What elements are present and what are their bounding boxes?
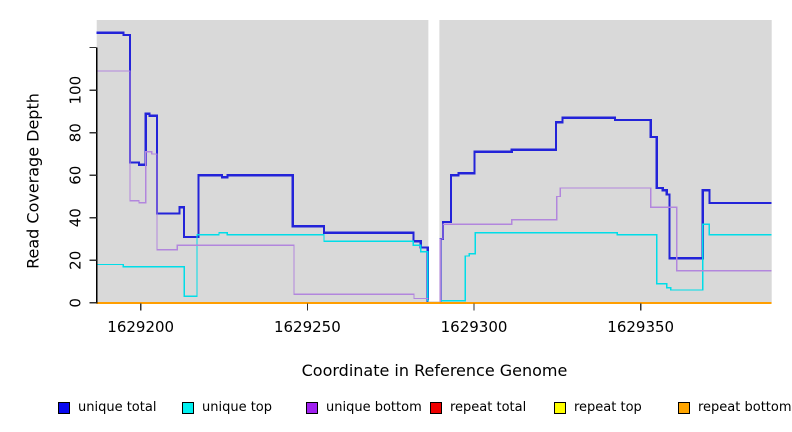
y-tick-label: 40 — [67, 208, 85, 227]
x-tick-label: 1629350 — [607, 318, 674, 336]
y-axis-title: Read Coverage Depth — [23, 93, 43, 269]
legend: unique total unique top unique bottom repea… — [0, 399, 792, 421]
series-unique-total — [439, 116, 772, 302]
x-tick-label: 1629200 — [107, 318, 174, 336]
legend-item-repeat-total: repeat total — [430, 401, 526, 415]
series-unique-bottom — [96, 70, 429, 300]
legend-label: unique bottom — [326, 400, 422, 415]
legend-swatch-unique-top — [182, 402, 194, 414]
y-tick-label: 20 — [67, 251, 85, 270]
legend-label: repeat bottom — [698, 400, 792, 415]
y-tick-label: 80 — [67, 123, 85, 142]
legend-label: repeat total — [450, 400, 527, 415]
legend-swatch-repeat-total — [430, 402, 442, 414]
legend-item-unique-total: unique total — [58, 401, 156, 415]
x-axis-title: Coordinate in Reference Genome — [301, 361, 568, 380]
y-tick-label: 60 — [67, 166, 85, 185]
series-unique-total — [96, 31, 429, 302]
legend-item-repeat-top: repeat top — [554, 401, 642, 415]
coverage-gap-band — [428, 20, 440, 302]
legend-label: repeat top — [574, 400, 642, 415]
legend-swatch-unique-bottom — [306, 402, 318, 414]
legend-label: unique top — [202, 400, 273, 415]
y-tick-label: 0 — [67, 298, 85, 308]
series-unique-bottom — [439, 187, 772, 304]
legend-swatch-repeat-top — [554, 402, 566, 414]
legend-swatch-repeat-bottom — [678, 402, 690, 414]
y-tick-label: 100 — [67, 76, 85, 105]
legend-label: unique total — [78, 400, 157, 415]
legend-item-repeat-bottom: repeat bottom — [678, 401, 792, 415]
legend-item-unique-top: unique top — [182, 401, 272, 415]
legend-item-unique-bottom: unique bottom — [306, 401, 422, 415]
x-tick-label: 1629250 — [274, 318, 341, 336]
series-unique-top — [439, 223, 772, 302]
legend-swatch-unique-total — [58, 402, 70, 414]
series-unique-top — [96, 231, 429, 302]
x-tick-label: 1629300 — [441, 318, 508, 336]
